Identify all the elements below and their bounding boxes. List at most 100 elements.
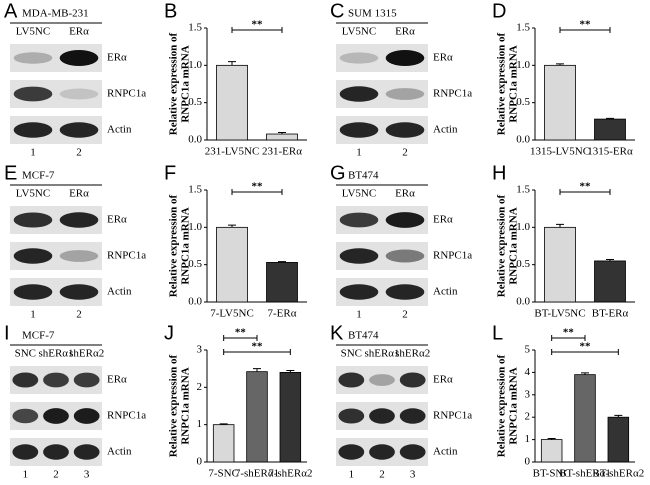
error-bar <box>228 61 236 66</box>
band <box>13 212 53 228</box>
error-bar <box>253 368 261 372</box>
y-tick-label: 0.0 <box>188 296 202 308</box>
y-tick-label: 2 <box>525 411 531 423</box>
lane-label: LV5NC <box>16 26 50 38</box>
y-tick-label: 2 <box>197 381 203 393</box>
x-tick-label: 7-SNC <box>208 468 239 480</box>
lane-label: ERα <box>395 26 415 38</box>
chart-panel: J Relative expression of RNPC1a mRNA 0 1 2 3 7-… <box>164 322 312 479</box>
significance-label: ** <box>252 181 264 193</box>
panel-letter: A <box>4 0 18 22</box>
band-label: RNPC1a <box>433 88 472 100</box>
chart-panel: F Relative expression of RNPC1a mRNA 0.0 0.5… <box>164 162 307 320</box>
blot-panel: E MCF-7 LV5NC ERα ERα RNPC1a Actin 1 2 <box>4 162 146 320</box>
x-tick-label: 7-LV5NC <box>210 308 254 320</box>
y-tick-label: 0.5 <box>188 96 202 108</box>
x-tick-label: 7-shERα2 <box>268 468 312 480</box>
panel-letter: G <box>330 162 346 184</box>
lane-number: 1 <box>30 309 36 321</box>
band-label: Actin <box>107 286 132 298</box>
band <box>12 408 39 424</box>
significance-bracket <box>551 335 586 341</box>
band <box>338 372 365 388</box>
x-tick-label: 1315-LV5NC <box>530 146 590 158</box>
blot-panel: A MDA-MB-231 LV5NC ERα ERα RNPC1a Actin 1 2 <box>4 0 146 158</box>
band-label: ERα <box>107 214 127 226</box>
error-bar <box>606 258 614 261</box>
band <box>12 372 39 388</box>
band-label: Actin <box>433 286 458 298</box>
lane-number: 1 <box>356 309 362 321</box>
panel-letter: J <box>164 322 174 344</box>
band <box>385 88 425 100</box>
panel-letter: B <box>164 0 177 22</box>
band <box>399 444 426 460</box>
band <box>43 372 69 388</box>
band <box>339 284 379 300</box>
significance-bracket <box>559 189 611 195</box>
band-label: Actin <box>107 124 132 136</box>
bar <box>574 374 596 463</box>
band <box>369 374 395 386</box>
band <box>73 444 100 460</box>
y-tick-label: 0.5 <box>516 258 530 270</box>
band <box>369 408 395 424</box>
band <box>73 372 100 388</box>
blot-panel: C SUM 1315 LV5NC ERα ERα RNPC1a Actin 1 2 <box>330 0 472 158</box>
lane-label: ERα <box>69 26 89 38</box>
chart-panel: H Relative expression of RNPC1a mRNA 0.0 0.5… <box>492 162 635 320</box>
lane-number: 2 <box>76 147 82 159</box>
significance-bracket <box>231 27 283 33</box>
significance-label: ** <box>252 341 264 353</box>
error-bar <box>278 261 286 263</box>
x-tick-label: BT-shERα2 <box>592 468 644 480</box>
lane-label: shERα1 <box>38 348 73 360</box>
lane-number: 3 <box>84 469 90 481</box>
band <box>339 122 379 138</box>
y-axis-label: Relative expression of <box>168 354 180 457</box>
lane-label: SNC <box>15 348 36 360</box>
significance-label: ** <box>580 19 592 31</box>
band <box>339 52 379 64</box>
significance-bracket <box>223 349 291 355</box>
y-tick-label: 0.5 <box>516 96 530 108</box>
error-bar <box>581 372 589 375</box>
x-tick-label: 231-LV5NC <box>205 146 260 158</box>
y-axis-label: RNPC1a mRNA <box>508 367 520 444</box>
chart-panel: L Relative expression of RNPC1a mRNA 0 1 2 3 4 5… <box>492 322 644 479</box>
x-tick-label: BT-ERα <box>592 308 629 320</box>
y-tick-label: 1.0 <box>516 59 530 71</box>
y-tick-label: 1.0 <box>188 221 202 233</box>
lane-number: 2 <box>379 469 385 481</box>
band <box>385 284 425 300</box>
bar <box>266 133 298 141</box>
panel-letter: L <box>492 322 503 344</box>
y-tick-label: 4 <box>525 366 531 378</box>
band <box>13 248 53 264</box>
y-tick-label: 1.0 <box>188 59 202 71</box>
band <box>13 122 53 138</box>
y-tick-label: 0.5 <box>188 258 202 270</box>
band <box>385 249 425 263</box>
band <box>59 88 99 100</box>
significance-label: ** <box>563 327 575 339</box>
bar <box>212 424 235 463</box>
cell-line-title: MCF-7 <box>22 330 55 342</box>
y-tick-label: 1.5 <box>516 22 530 34</box>
y-tick-label: 3 <box>525 388 531 400</box>
lane-label: SNC <box>341 348 362 360</box>
chart-panel: D Relative expression of RNPC1a mRNA 0.0 0.5… <box>492 0 635 158</box>
band <box>59 284 99 300</box>
lane-number: 2 <box>76 309 82 321</box>
bar <box>594 260 626 303</box>
y-axis-label: Relative expression of <box>496 354 508 457</box>
band <box>43 444 69 460</box>
band <box>73 408 100 424</box>
band-label: Actin <box>433 124 458 136</box>
band <box>399 372 426 388</box>
band <box>339 86 379 102</box>
